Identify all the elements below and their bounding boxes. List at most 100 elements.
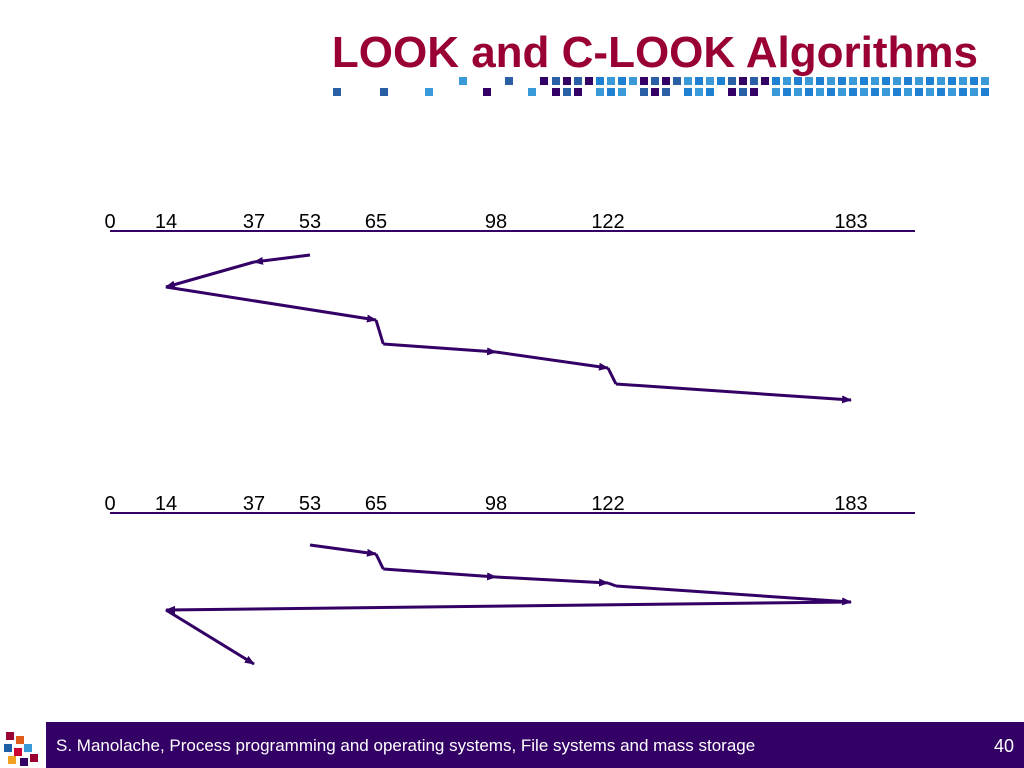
tick-label: 65 bbox=[365, 211, 387, 233]
head-movement-segment bbox=[374, 553, 385, 570]
decor-square bbox=[937, 77, 945, 85]
decor-square bbox=[871, 88, 879, 96]
tick-label: 0 bbox=[104, 493, 115, 515]
decor-square bbox=[459, 77, 467, 85]
decor-square bbox=[596, 88, 604, 96]
tick-label: 14 bbox=[155, 211, 177, 233]
decor-square bbox=[772, 77, 780, 85]
tick-label: 37 bbox=[243, 211, 265, 233]
footer-bar: S. Manolache, Process programming and op… bbox=[0, 722, 1024, 768]
decor-square bbox=[629, 77, 637, 85]
decor-square bbox=[651, 77, 659, 85]
decor-square bbox=[838, 88, 846, 96]
tick-label: 122 bbox=[591, 211, 624, 233]
decor-square bbox=[761, 77, 769, 85]
decor-square bbox=[816, 77, 824, 85]
decor-square bbox=[651, 88, 659, 96]
decor-square bbox=[970, 77, 978, 85]
decor-square bbox=[574, 77, 582, 85]
tick-label: 53 bbox=[299, 211, 321, 233]
decor-square bbox=[893, 88, 901, 96]
logo-icon bbox=[0, 722, 46, 768]
tick-label: 183 bbox=[834, 493, 867, 515]
head-movement-segment bbox=[165, 600, 852, 614]
decor-square bbox=[981, 88, 989, 96]
head-movement-segment bbox=[165, 260, 255, 289]
decor-square bbox=[540, 77, 548, 85]
decor-square bbox=[970, 88, 978, 96]
decor-square bbox=[563, 77, 571, 85]
page-number: 40 bbox=[993, 736, 1014, 756]
decor-square bbox=[425, 88, 433, 96]
head-movement-segment bbox=[607, 581, 617, 588]
decor-square bbox=[805, 77, 813, 85]
decor-square bbox=[739, 88, 747, 96]
decor-square bbox=[783, 77, 791, 85]
head-movement-segment bbox=[615, 584, 852, 606]
head-movement-segment bbox=[495, 575, 609, 587]
decor-square bbox=[728, 77, 736, 85]
decor-square bbox=[794, 88, 802, 96]
decor-square bbox=[772, 88, 780, 96]
decor-square bbox=[695, 88, 703, 96]
decorative-square-pattern bbox=[333, 77, 989, 96]
decor-square bbox=[684, 77, 692, 85]
decor-square bbox=[937, 88, 945, 96]
decor-square bbox=[871, 77, 879, 85]
decor-square bbox=[882, 77, 890, 85]
decor-square bbox=[706, 77, 714, 85]
tick-label: 37 bbox=[243, 493, 265, 515]
tick-label: 53 bbox=[299, 493, 321, 515]
head-movement-segment bbox=[253, 253, 311, 265]
head-movement-segment bbox=[383, 567, 497, 581]
decor-square bbox=[505, 77, 513, 85]
decor-square bbox=[528, 88, 536, 96]
head-movement-segment bbox=[165, 608, 255, 666]
decor-square bbox=[750, 77, 758, 85]
decor-square bbox=[959, 77, 967, 85]
head-movement-segment bbox=[606, 367, 618, 385]
decor-square bbox=[706, 88, 714, 96]
tick-label: 122 bbox=[591, 493, 624, 515]
decor-square bbox=[948, 77, 956, 85]
decor-square bbox=[849, 77, 857, 85]
decor-square bbox=[673, 77, 681, 85]
decor-square bbox=[695, 77, 703, 85]
decor-square bbox=[794, 77, 802, 85]
decor-square bbox=[380, 88, 388, 96]
decor-square bbox=[893, 77, 901, 85]
head-movement-segment bbox=[374, 319, 385, 345]
decor-square bbox=[882, 88, 890, 96]
decor-square bbox=[728, 88, 736, 96]
decor-square bbox=[926, 88, 934, 96]
diagram-look: 0 14 37 53 65 98 122 183 bbox=[104, 211, 915, 404]
decor-square bbox=[585, 77, 593, 85]
decor-square bbox=[915, 88, 923, 96]
decor-square bbox=[805, 88, 813, 96]
decor-square bbox=[684, 88, 692, 96]
decor-square bbox=[662, 77, 670, 85]
tick-label: 98 bbox=[485, 493, 507, 515]
decor-square bbox=[333, 88, 341, 96]
decor-square bbox=[607, 88, 615, 96]
head-movement-segment bbox=[383, 342, 497, 356]
decor-square bbox=[948, 88, 956, 96]
decor-square bbox=[563, 88, 571, 96]
tick-label: 183 bbox=[834, 211, 867, 233]
decor-square bbox=[483, 88, 491, 96]
tick-label: 14 bbox=[155, 493, 177, 515]
decor-square bbox=[904, 77, 912, 85]
decor-square bbox=[827, 88, 835, 96]
slide-title: LOOK and C-LOOK Algorithms bbox=[331, 28, 978, 77]
decor-square bbox=[783, 88, 791, 96]
decor-square bbox=[596, 77, 604, 85]
head-movement-segment bbox=[615, 382, 852, 404]
decor-square bbox=[926, 77, 934, 85]
decor-square bbox=[860, 77, 868, 85]
disk-scheduling-diagram: 0 14 37 53 65 98 122 183 0 14 37 53 65 98 122 183 bbox=[104, 211, 915, 666]
head-movement-segment bbox=[309, 543, 377, 557]
decor-square bbox=[981, 77, 989, 85]
decor-square bbox=[816, 88, 824, 96]
tick-label: 98 bbox=[485, 211, 507, 233]
decor-square bbox=[662, 88, 670, 96]
